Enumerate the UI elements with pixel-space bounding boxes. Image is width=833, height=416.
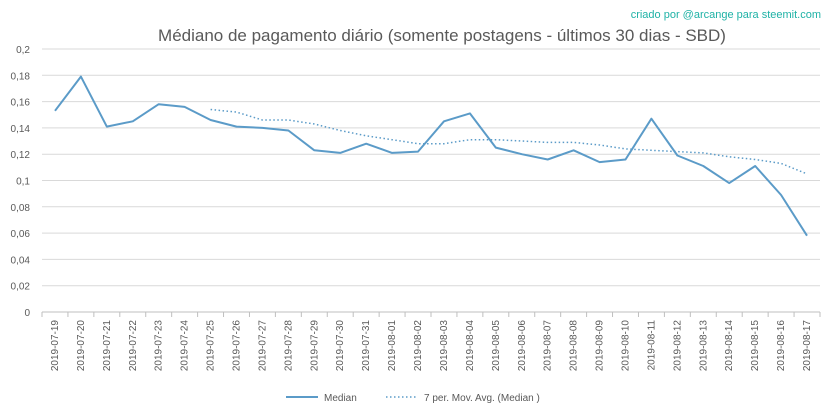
chart-title: Médiano de pagamento diário (somente pos… — [158, 26, 726, 45]
x-tick-label: 2019-08-07 — [543, 320, 554, 372]
y-tick-label: 0,18 — [11, 71, 31, 82]
x-tick-label: 2019-08-01 — [387, 320, 398, 372]
x-tick-label: 2019-08-13 — [698, 320, 709, 372]
y-tick-label: 0,16 — [11, 98, 31, 109]
x-tick-label: 2019-07-24 — [180, 320, 191, 372]
x-tick-label: 2019-07-21 — [102, 320, 113, 372]
y-tick-label: 0,1 — [16, 177, 30, 188]
x-tick-label: 2019-08-12 — [672, 320, 683, 372]
x-axis-ticks: 2019-07-19 2019-07-20 2019-07-21 2019-07-22… — [41, 312, 821, 372]
gridlines — [42, 48, 820, 313]
x-tick-label: 2019-08-14 — [724, 320, 735, 372]
x-tick-label: 2019-07-27 — [257, 320, 268, 372]
x-tick-label: 2019-07-22 — [128, 320, 139, 372]
legend-label-median: Median — [324, 393, 357, 404]
series-line-median — [54, 75, 808, 237]
x-tick-label: 2019-07-29 — [309, 320, 320, 372]
chart-credit: criado por @arcange para steemit.com — [631, 9, 821, 21]
x-tick-label: 2019-07-30 — [335, 320, 346, 372]
y-tick-label: 0,2 — [16, 45, 30, 56]
y-tick-label: 0,14 — [11, 124, 31, 135]
x-tick-label: 2019-08-09 — [595, 320, 606, 372]
x-tick-label: 2019-08-15 — [750, 320, 761, 372]
x-tick-label: 2019-08-11 — [646, 320, 657, 371]
x-tick-label: 2019-07-31 — [361, 320, 372, 372]
x-tick-label: 2019-07-26 — [232, 320, 243, 372]
x-tick-label: 2019-08-02 — [413, 320, 424, 372]
x-tick-label: 2019-07-23 — [154, 320, 165, 372]
y-axis-ticks: 0 0,02 0,04 0,06 0,08 0,1 0,12 0,14 0,16 0,18 0,2 — [11, 45, 31, 319]
x-tick-label: 2019-08-08 — [569, 320, 580, 372]
x-tick-label: 2019-08-06 — [517, 320, 528, 372]
legend: Median 7 per. Mov. Avg. (Median ) — [286, 393, 540, 404]
series-layer — [54, 75, 808, 237]
x-tick-label: 2019-08-10 — [621, 320, 632, 372]
x-tick-label: 2019-07-28 — [283, 320, 294, 372]
y-tick-label: 0 — [24, 308, 30, 319]
x-tick-label: 2019-07-20 — [76, 320, 87, 372]
y-tick-label: 0,06 — [11, 229, 31, 240]
x-tick-label: 2019-07-25 — [206, 320, 217, 372]
y-tick-label: 0,04 — [11, 255, 31, 266]
x-tick-label: 2019-08-17 — [802, 320, 813, 372]
x-tick-label: 2019-08-04 — [465, 320, 476, 372]
series-line-moving-average — [210, 108, 808, 175]
x-tick-label: 2019-08-03 — [439, 320, 450, 372]
x-tick-label: 2019-07-19 — [50, 320, 61, 372]
y-tick-label: 0,08 — [11, 203, 31, 214]
legend-label-moving-average: 7 per. Mov. Avg. (Median ) — [424, 393, 540, 404]
y-tick-label: 0,12 — [11, 150, 31, 161]
x-tick-label: 2019-08-16 — [776, 320, 787, 372]
x-tick-label: 2019-08-05 — [491, 320, 502, 372]
y-tick-label: 0,02 — [11, 282, 31, 293]
